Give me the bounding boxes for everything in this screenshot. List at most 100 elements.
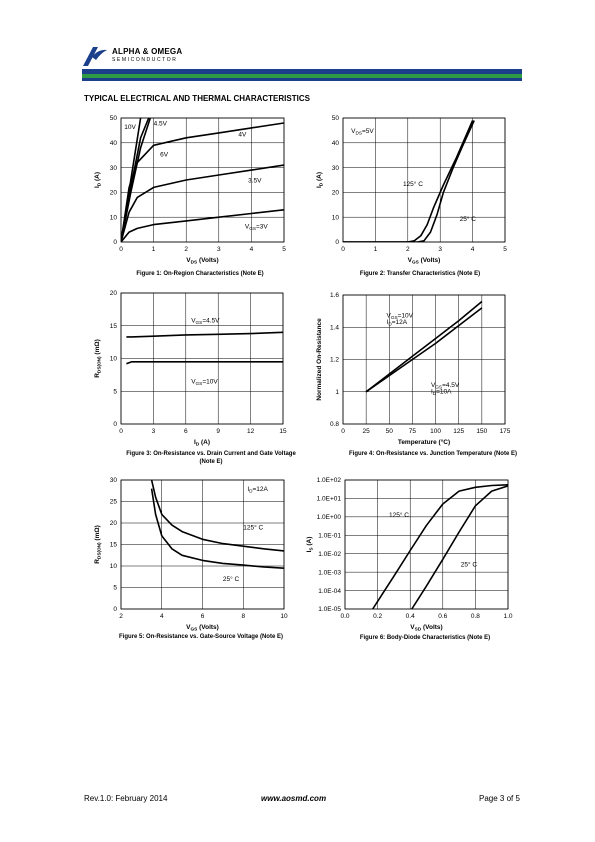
y-tick-label: 30 [110,477,118,484]
x-tick-label: 6 [201,613,205,620]
y-axis-label: RDS(ON)​ (mΩ) [94,525,102,564]
footer-website-link[interactable]: www.aosmd.com [261,794,327,803]
x-tick-label: 15 [279,428,287,435]
series-line [411,485,508,609]
annotation-label: 6V [160,151,169,158]
x-tick-label: 12 [247,428,255,435]
series-line [121,118,150,242]
y-tick-label: 1.0E+01 [317,496,342,503]
y-tick-label: 0 [113,606,117,613]
y-tick-label: 15 [110,323,118,330]
x-tick-label: 50 [386,428,394,435]
fig6-svg: 0.0 0.2 0.4 0.6 0.8 1.0 1.0E-05 1.0E-04 1.0E-03 1… [306,477,513,632]
x-tick-label: 8 [241,613,245,620]
plot-frame [342,117,506,243]
x-tick-label: 25 [363,428,371,435]
x-tick-label: 4 [250,246,254,253]
plot-frame [120,117,285,243]
x-tick-label: 0 [341,428,345,435]
series-line [365,307,483,393]
annotation-label: VGS​=10V [191,378,218,386]
annotation-label: VGS​=4.5V [431,382,460,390]
y-tick-label: 1.0E-02 [318,551,341,558]
y-axis-label: IS​ (A) [306,537,314,553]
annotation-label: 25° C [223,575,240,583]
plot-frame [344,479,509,610]
fig4-svg: 0 25 50 75 100 125 150 175 0.8 1 1.2 1.4 1.6 Temperat… [316,292,511,446]
y-axis-label: ID​ (A) [94,172,102,188]
annotation-label: ID​=10A [431,388,452,396]
y-axis-label: ID​ (A) [316,172,324,188]
series-line [150,488,284,569]
series-line [121,209,284,242]
y-tick-label: 40 [110,140,118,147]
section-title: TYPICAL ELECTRICAL AND THERMAL CHARACTER… [84,94,310,103]
chart-fig4: 0 25 50 75 100 125 150 175 0.8 1 1.2 1.4 1.6 Temperat… [305,287,525,452]
annotation-label: 125° C [389,511,409,519]
y-tick-label: 0.8 [330,421,339,428]
y-tick-label: 10 [332,214,340,221]
x-tick-label: 2 [184,246,188,253]
y-tick-label: 1.0E-05 [318,606,341,613]
x-axis-label: ID​ (A) [194,439,210,447]
y-tick-label: 1.2 [330,357,339,364]
y-tick-label: 25 [110,499,118,506]
footer-page-number: Page 3 of 5 [479,794,520,803]
x-tick-label: 4 [471,246,475,253]
x-tick-label: 100 [430,428,441,435]
x-tick-label: 175 [500,428,511,435]
annotation-label: ID​=12A [247,486,268,494]
fig5-svg: 2 4 6 8 10 0 5 10 15 20 25 30 VGS​ (Volts) RDS(ON)​ (… [94,477,288,632]
x-axis-label: Temperature (°C) [398,438,450,446]
y-axis-label: RDS(ON)​ (mΩ) [94,339,102,378]
x-tick-label: 0.8 [471,613,480,620]
x-tick-label: 0.4 [406,613,415,620]
annotation-label: VGS​=10V [387,313,414,321]
fig3-svg: 0 3 6 9 12 15 0 5 10 15 20 ID​ (A) RDS(ON)​ (mΩ) VGS​… [94,290,287,447]
x-tick-label: 10 [280,613,288,620]
x-axis-label: VDS​ (Volts) [186,257,218,265]
x-axis-label: VGS​ (Volts) [186,624,219,632]
y-tick-label: 5 [113,388,117,395]
x-tick-label: 3 [152,428,156,435]
y-tick-label: 1.0E+02 [317,477,342,484]
company-logo [80,44,110,73]
plot-frame [342,294,506,425]
x-tick-label: 125 [453,428,464,435]
x-tick-label: 4 [160,613,164,620]
brand-name: ALPHA & OMEGA [112,47,183,56]
header-band-top [82,69,522,74]
x-tick-label: 1 [152,246,156,253]
brand-subtitle: SEMICONDUCTOR [112,57,178,63]
x-axis-label: VGS​ (Volts) [408,257,441,265]
y-tick-label: 1.6 [330,292,339,299]
plot-frame [120,479,285,610]
x-tick-label: 3 [217,246,221,253]
y-tick-label: 1.0E-03 [318,569,341,576]
x-tick-label: 2 [119,613,123,620]
x-tick-label: 0 [119,428,123,435]
x-axis-label: VSD​ (Volts) [410,624,442,632]
annotation-label: 25° C [461,561,478,569]
annotation-label: VGS​=3V [245,223,269,231]
footer-revision: Rev.1.0: February 2014 [84,794,168,803]
caption-fig4: Figure 4: On-Resistance vs. Junction Tem… [349,451,517,457]
annotation-label: 4V [238,132,247,139]
annotation-label: 125° C [243,523,263,531]
series-line [343,120,475,242]
y-tick-label: 15 [110,542,118,549]
x-tick-label: 1 [374,246,378,253]
y-tick-label: 10 [110,356,118,363]
x-tick-label: 5 [503,246,507,253]
y-tick-label: 40 [332,140,340,147]
y-tick-label: 30 [110,165,118,172]
caption-fig3: Figure 3: On-Resistance vs. Drain Curren… [126,451,296,465]
annotation-label: 125° C [403,180,423,188]
y-tick-label: 10 [110,563,118,570]
y-tick-label: 0 [113,421,117,428]
caption-fig1: Figure 1: On-Region Characteristics (Not… [136,271,264,277]
annotation-label: 10V [124,124,136,131]
y-tick-label: 1.4 [330,324,339,331]
